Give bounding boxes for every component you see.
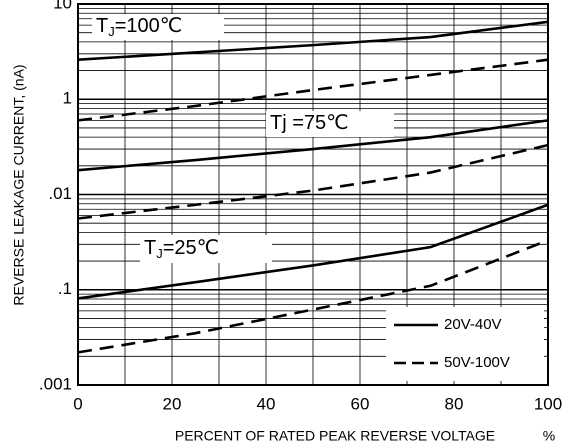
annotation-box [140, 235, 272, 263]
annotation-subscript: J [156, 246, 163, 261]
y-tick-label: 10 [53, 0, 72, 12]
y-tick-label: .01 [48, 184, 72, 203]
x-axis-unit: % [543, 428, 555, 444]
annotation-box [266, 111, 394, 137]
legend-label: 50V-100V [444, 354, 510, 371]
annotation-text: =75℃ [287, 112, 349, 134]
x-tick-label: 80 [445, 394, 464, 413]
annotation-symbol: Tj [270, 112, 287, 134]
x-tick-label: 20 [163, 394, 182, 413]
x-tick-label: 0 [73, 394, 82, 413]
line-series [77, 239, 549, 354]
annotation: Tj =75℃ [270, 112, 349, 134]
annotation: TJ=100℃ [96, 15, 182, 39]
y-tick-label: .001 [39, 374, 72, 393]
line-series [77, 143, 549, 220]
x-tick-label: 100 [534, 394, 562, 413]
annotation-subscript: J [108, 24, 115, 39]
annotation-text: =100℃ [115, 15, 183, 37]
x-axis-label: PERCENT OF RATED PEAK REVERSE VOLTAGE [175, 428, 495, 444]
annotation-box [92, 14, 224, 40]
x-tick-label: 60 [351, 394, 370, 413]
y-axis-label: REVERSE LEAKAGE CURRENT, (nA) [11, 64, 27, 305]
legend-label: 20V-40V [444, 316, 502, 333]
legend-box [386, 307, 544, 381]
annotation-symbol: T [144, 237, 156, 259]
annotation: TJ=25℃ [144, 237, 219, 261]
x-tick-label: 40 [257, 394, 276, 413]
annotation-symbol: T [96, 15, 108, 37]
line-series [77, 119, 549, 172]
annotation-text: =25℃ [163, 237, 219, 259]
y-tick-label: 1 [63, 89, 72, 108]
line-series [77, 58, 549, 122]
y-tick-label: .1 [58, 279, 72, 298]
line-series [77, 203, 549, 300]
line-series [77, 20, 549, 62]
plot-frame [77, 3, 549, 386]
